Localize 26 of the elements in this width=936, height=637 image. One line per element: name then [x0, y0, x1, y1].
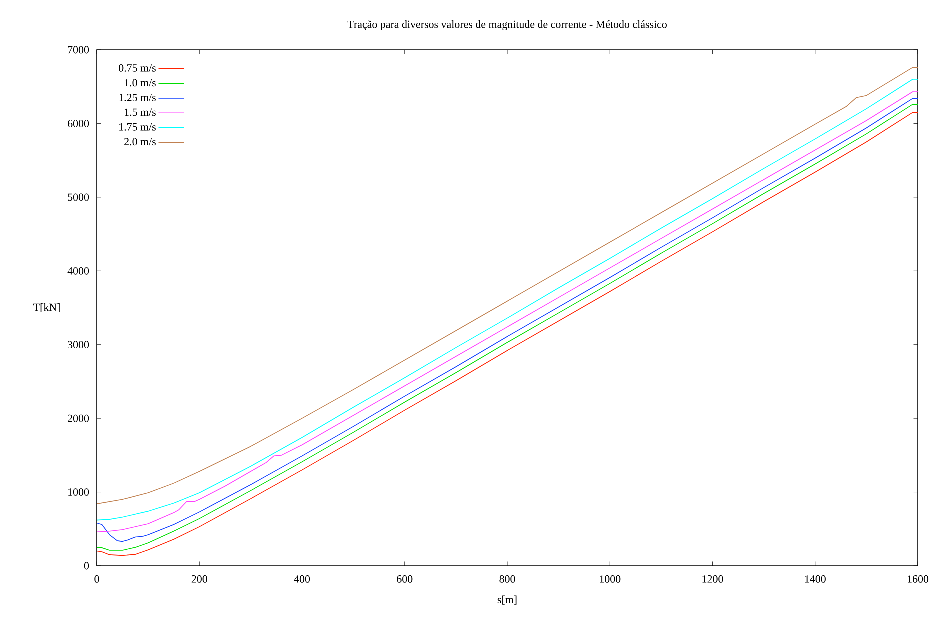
x-tick-label: 1400 [805, 576, 826, 583]
x-tick-label: 400 [294, 576, 310, 583]
y-tick-label: 2000 [68, 414, 90, 422]
chart-title: Tração para diversos valores de magnitude de corrente - Método clássico [348, 20, 667, 30]
legend-label: 1.75 m/s [120, 123, 156, 131]
y-tick-label: 5000 [68, 194, 90, 202]
y-tick-label: 1000 [68, 488, 90, 496]
x-tick-label: 1600 [908, 576, 929, 583]
y-tick-label: 0 [84, 562, 90, 570]
y-tick-label: 6000 [68, 120, 90, 128]
y-tick-label: 4000 [68, 267, 90, 275]
y-tick-label: 3000 [68, 341, 90, 349]
y-tick-label: 7000 [68, 46, 90, 54]
legend-label: 2.0 m/s [124, 138, 156, 146]
x-tick-label: 0 [94, 576, 100, 583]
x-axis-title: s[m] [498, 596, 517, 605]
x-tick-label: 800 [500, 576, 516, 583]
y-axis-title: T[kN] [34, 303, 60, 313]
legend-label: 1.5 m/s [125, 108, 156, 116]
x-tick-label: 1000 [600, 576, 621, 583]
legend-label: 1.25 m/s [120, 94, 156, 102]
x-tick-label: 1200 [702, 576, 724, 583]
legend-label: 1.0 m/s [125, 79, 156, 87]
x-tick-label: 200 [192, 576, 208, 583]
x-tick-label: 600 [397, 576, 413, 583]
legend-label: 0.75 m/s [119, 64, 156, 72]
